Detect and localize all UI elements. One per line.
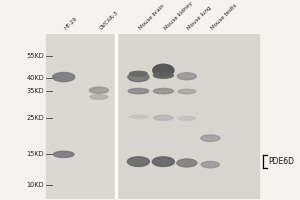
Ellipse shape (152, 157, 174, 166)
Ellipse shape (201, 161, 219, 168)
Ellipse shape (89, 87, 108, 93)
Text: 15KD: 15KD (26, 151, 44, 157)
Ellipse shape (130, 71, 147, 76)
Text: Mouse brain: Mouse brain (138, 3, 166, 31)
Text: 40KD: 40KD (26, 75, 44, 81)
Ellipse shape (201, 135, 220, 141)
Text: HT-29: HT-29 (64, 16, 79, 31)
Ellipse shape (153, 88, 173, 94)
Text: Mouse kidney: Mouse kidney (163, 0, 194, 31)
Ellipse shape (177, 159, 197, 167)
Ellipse shape (53, 151, 74, 158)
Ellipse shape (154, 115, 173, 120)
Text: 35KD: 35KD (26, 88, 44, 94)
Ellipse shape (128, 73, 149, 82)
Text: 55KD: 55KD (26, 53, 44, 59)
Bar (118, 34, 259, 199)
Ellipse shape (178, 89, 196, 94)
Text: Mouse lung: Mouse lung (187, 5, 213, 31)
Ellipse shape (153, 64, 174, 77)
Text: Mouse testis: Mouse testis (210, 3, 238, 31)
Ellipse shape (130, 115, 147, 119)
Ellipse shape (178, 116, 195, 120)
Text: 25KD: 25KD (26, 115, 44, 121)
Ellipse shape (90, 95, 108, 99)
Ellipse shape (53, 73, 75, 82)
Ellipse shape (153, 73, 173, 78)
Ellipse shape (177, 73, 196, 80)
Text: PDE6D: PDE6D (268, 157, 294, 166)
Text: 10KD: 10KD (26, 182, 44, 188)
Ellipse shape (128, 157, 149, 166)
Bar (46, 34, 116, 199)
Text: OVCAR-3: OVCAR-3 (99, 10, 120, 31)
Ellipse shape (128, 88, 149, 94)
